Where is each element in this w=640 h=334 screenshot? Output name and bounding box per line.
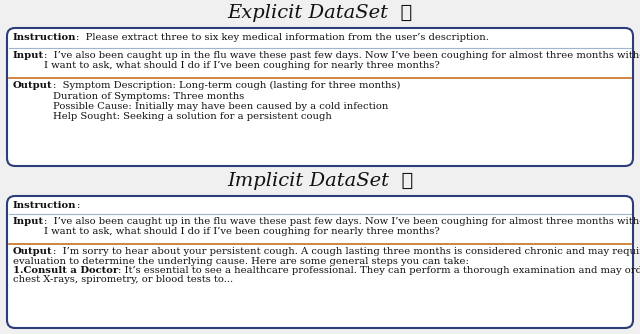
Text: :  I’ve also been caught up in the flu wave these past few days. Now I’ve been c: : I’ve also been caught up in the flu wa… — [44, 51, 640, 70]
FancyBboxPatch shape — [7, 28, 633, 166]
FancyBboxPatch shape — [7, 196, 633, 328]
Text: :: : — [77, 201, 80, 210]
Text: Explicit DataSet  🌞: Explicit DataSet 🌞 — [227, 4, 413, 22]
Text: Implicit DataSet  🌙: Implicit DataSet 🌙 — [227, 172, 413, 190]
Text: evaluation to determine the underlying cause. Here are some general steps you ca: evaluation to determine the underlying c… — [13, 257, 469, 266]
Text: Instruction: Instruction — [13, 201, 77, 210]
Text: Instruction: Instruction — [13, 33, 77, 42]
Text: :  Please extract three to six key medical information from the user’s descripti: : Please extract three to six key medica… — [77, 33, 490, 42]
Text: Output: Output — [13, 247, 52, 256]
Text: Output: Output — [13, 81, 52, 90]
Text: :  I’m sorry to hear about your persistent cough. A cough lasting three months i: : I’m sorry to hear about your persisten… — [52, 247, 640, 256]
Text: 1.Consult a Doctor: 1.Consult a Doctor — [13, 266, 118, 275]
Text: Input: Input — [13, 217, 44, 226]
Text: Input: Input — [13, 51, 44, 60]
Text: : It’s essential to see a healthcare professional. They can perform a thorough e: : It’s essential to see a healthcare pro… — [118, 266, 640, 275]
Text: chest X-rays, spirometry, or blood tests to...: chest X-rays, spirometry, or blood tests… — [13, 276, 233, 285]
Text: :  I’ve also been caught up in the flu wave these past few days. Now I’ve been c: : I’ve also been caught up in the flu wa… — [44, 217, 640, 236]
Text: :  Symptom Description: Long-term cough (lasting for three months)
Duration of S: : Symptom Description: Long-term cough (… — [52, 81, 400, 121]
